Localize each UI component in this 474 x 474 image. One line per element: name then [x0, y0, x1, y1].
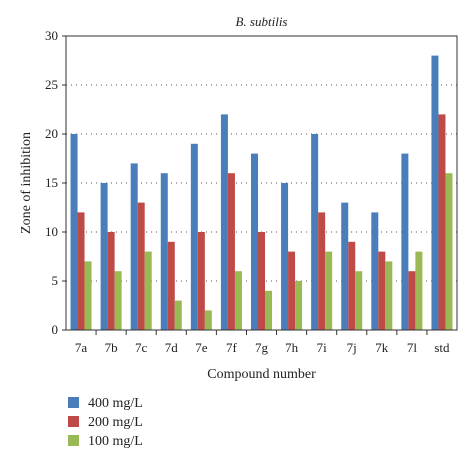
bar [265, 290, 272, 330]
bar [167, 241, 175, 330]
bar [190, 143, 198, 330]
bar [251, 153, 258, 330]
bar [281, 183, 289, 330]
y-tick-label: 20 [45, 126, 58, 141]
bar [295, 281, 303, 330]
legend-label: 100 mg/L [88, 434, 143, 449]
y-tick-label: 5 [52, 273, 59, 288]
bar [258, 232, 265, 330]
legend-label: 400 mg/L [88, 396, 143, 411]
x-tick-label: 7d [165, 340, 179, 355]
y-axis-title: Zone of inhibition [19, 132, 34, 234]
bars [70, 55, 453, 331]
y-tick-label: 15 [45, 175, 58, 190]
bar [325, 251, 333, 330]
legend-swatch [68, 435, 79, 446]
bar [288, 251, 296, 330]
x-tick-label: 7h [285, 340, 299, 355]
x-tick-label: 7c [135, 340, 148, 355]
bar [431, 55, 439, 330]
bar [144, 251, 152, 330]
legend-swatch [68, 397, 79, 408]
bar [371, 212, 379, 330]
bar [204, 310, 212, 330]
legend: 400 mg/L 200 mg/L 100 mg/L [68, 396, 143, 449]
bar [107, 232, 115, 330]
bar [318, 212, 326, 330]
bar [355, 271, 363, 330]
bar [174, 300, 182, 330]
x-tick-label: 7i [317, 340, 328, 355]
x-tick-label: 7f [226, 340, 238, 355]
bar [438, 114, 446, 331]
x-tick-label: 7j [347, 340, 357, 355]
bar [197, 232, 205, 330]
bar [234, 271, 242, 330]
legend-item: 400 mg/L [68, 396, 143, 411]
x-tick-label: 7a [75, 340, 88, 355]
y-tick-label: 10 [45, 224, 58, 239]
bar [130, 163, 138, 330]
y-tick-label: 30 [45, 28, 58, 43]
bar [160, 173, 168, 330]
x-tick-label: 7b [105, 340, 118, 355]
bar [311, 134, 319, 330]
y-ticks: 0 5 10 15 20 25 30 [45, 28, 66, 337]
x-axis-title: Compound number [207, 367, 316, 382]
x-tick-label: 7e [195, 340, 208, 355]
x-ticks: 7a 7b 7c 7d 7e 7f 7g 7h 7i 7j 7k 7l std [75, 330, 450, 355]
bar [100, 183, 108, 330]
bar [137, 202, 145, 330]
legend-item: 200 mg/L [68, 415, 143, 430]
chart-title: B. subtilis [235, 14, 287, 29]
bar [70, 134, 78, 330]
bar [401, 153, 409, 330]
legend-swatch [68, 416, 79, 427]
bar [77, 212, 85, 330]
bar [114, 271, 122, 330]
bar [348, 241, 356, 330]
bar [408, 271, 416, 330]
bar [385, 261, 393, 330]
y-tick-label: 0 [52, 322, 59, 337]
bar [415, 251, 423, 330]
bar [445, 173, 453, 330]
x-tick-label: 7l [407, 340, 418, 355]
y-tick-label: 25 [45, 77, 58, 92]
bar [378, 251, 386, 330]
bar [220, 114, 228, 331]
x-tick-label: 7k [375, 340, 389, 355]
legend-item: 100 mg/L [68, 434, 143, 449]
x-tick-label: std [434, 340, 450, 355]
bar [341, 202, 349, 330]
bar [84, 261, 92, 330]
x-tick-label: 7g [255, 340, 269, 355]
bar [227, 173, 235, 330]
legend-label: 200 mg/L [88, 415, 143, 430]
